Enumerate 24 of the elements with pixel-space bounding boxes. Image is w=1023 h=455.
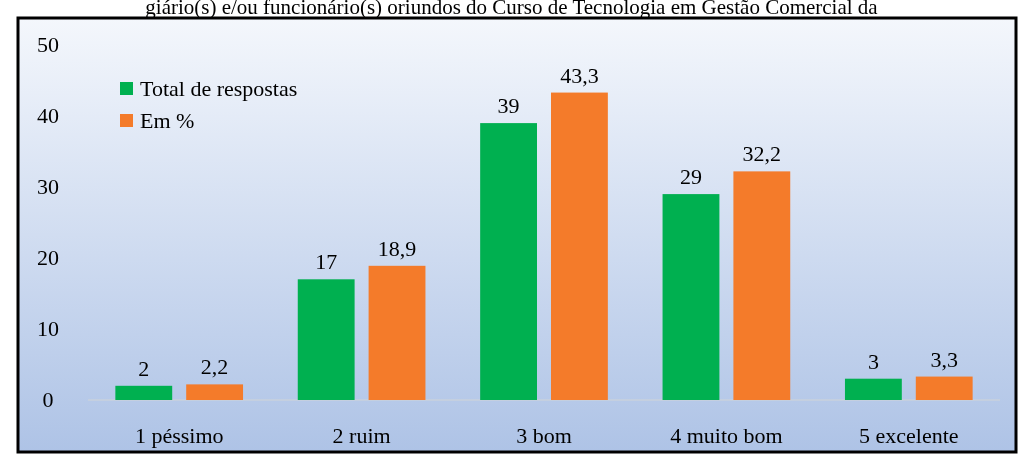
data-label: 2,2 — [200, 354, 229, 380]
y-tick-label: 0 — [42, 387, 54, 412]
data-label: 29 — [679, 164, 702, 190]
y-tick-label: 50 — [37, 32, 59, 57]
legend-label: Em % — [140, 108, 195, 133]
data-label: 2 — [138, 355, 150, 381]
data-label: 3,3 — [930, 346, 958, 372]
y-tick-label: 20 — [37, 245, 59, 270]
data-label: 3 — [867, 348, 879, 374]
data-label: 43,3 — [560, 62, 599, 88]
x-tick-label: 2 ruim — [332, 423, 391, 448]
x-tick-label: 1 péssimo — [134, 423, 224, 448]
x-tick-label: 3 bom — [516, 423, 572, 448]
data-label: 17 — [315, 249, 338, 275]
x-tick-label: 5 excelente — [859, 423, 959, 448]
y-tick-label: 10 — [37, 316, 59, 341]
legend-label: Total de respostas — [140, 76, 298, 101]
chart-title: giário(s) e/ou funcionário(s) oriundos do Curso de Tecnologia em Gestão Comercial da — [145, 0, 879, 19]
data-label: 18,9 — [377, 235, 417, 261]
y-tick-label: 30 — [37, 174, 59, 199]
data-label: 39 — [497, 93, 520, 119]
x-tick-label: 4 muito bom — [670, 423, 783, 448]
data-label: 32,2 — [742, 141, 782, 167]
y-tick-label: 40 — [37, 103, 59, 128]
